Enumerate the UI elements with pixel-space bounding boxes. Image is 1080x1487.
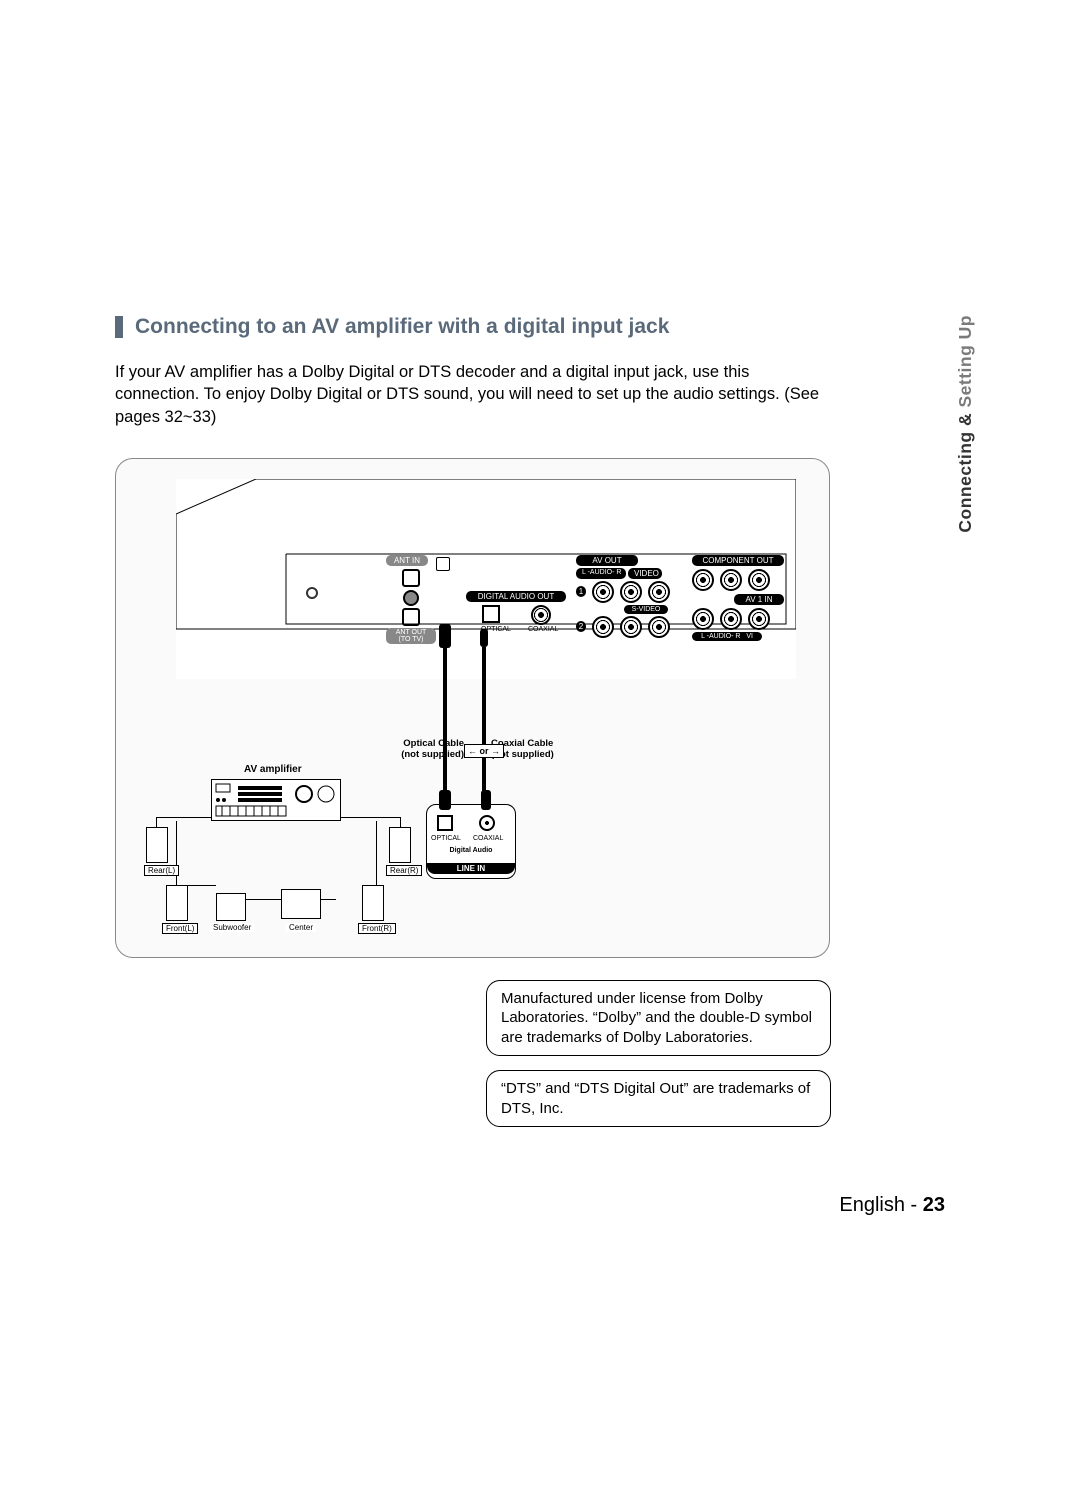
- antenna-block: ANT IN ANT OUT (TO TV): [386, 555, 436, 645]
- rca-jack-icon: [748, 608, 770, 630]
- speaker-rear-l-label: Rear(L): [144, 865, 179, 876]
- wire-icon: [400, 817, 401, 827]
- optical-cable-note: Optical Cable (not supplied): [396, 739, 464, 761]
- av1-in-label: AV 1 IN: [734, 594, 784, 605]
- digital-audio-label: Digital Audio: [427, 847, 515, 854]
- linein-coaxial-jack-icon: [479, 815, 495, 831]
- amp-face-icon: [212, 780, 342, 822]
- rca-jack-icon: [748, 569, 770, 591]
- av-out-block: AV OUT L -AUDIO- R VIDEO 1 S-VIDEO 2: [576, 555, 670, 638]
- rca-jack-icon: [720, 608, 742, 630]
- speaker-rear-l-icon: [146, 827, 168, 863]
- optical-plug-top-icon: [439, 624, 451, 648]
- digital-audio-out-block: DIGITAL AUDIO OUT: [466, 591, 566, 625]
- speaker-front-r-icon: [362, 885, 384, 921]
- rca-jack-icon: [692, 608, 714, 630]
- page-footer: English - 23: [839, 1194, 945, 1217]
- component-av1-block: COMPONENT OUT AV 1 IN L -AUDIO- R VI: [692, 555, 784, 641]
- av-out-label: AV OUT: [576, 555, 638, 566]
- coaxial-plug-bottom-icon: [481, 790, 491, 810]
- linein-coaxial-label: COAXIAL: [473, 835, 501, 842]
- rca-jack-icon: [620, 581, 642, 603]
- dolby-note: Manufactured under license from Dolby La…: [486, 980, 831, 1057]
- optical-jack-icon: [482, 605, 500, 623]
- footer-page-number: 23: [923, 1194, 945, 1216]
- or-badge: ← or →: [464, 744, 504, 758]
- av-amplifier-icon: [211, 779, 341, 821]
- recorder-rear-panel: ANT IN ANT OUT (TO TV) DIGITAL AUDIO OUT: [176, 479, 796, 679]
- wire-icon: [156, 817, 157, 827]
- component-out-label: COMPONENT OUT: [692, 555, 784, 566]
- section-heading: Connecting to an AV amplifier with a dig…: [115, 315, 965, 339]
- heading-bar-icon: [115, 316, 123, 338]
- linein-optical-jack-icon: [437, 815, 453, 831]
- coaxial-port-label: COAXIAL: [528, 626, 558, 633]
- ant-out-jack-icon: [402, 608, 420, 626]
- rca-jack-icon: [720, 569, 742, 591]
- wire-icon: [156, 817, 211, 818]
- speaker-center-icon: [281, 889, 321, 919]
- page-content: Connecting to an AV amplifier with a dig…: [115, 315, 965, 1127]
- footer-language: English -: [839, 1194, 922, 1216]
- ant-out-label: ANT OUT (TO TV): [386, 628, 436, 645]
- speaker-front-r-label: Front(R): [358, 923, 396, 934]
- speaker-front-l-icon: [166, 885, 188, 921]
- amp-line-in-panel: OPTICAL COAXIAL Digital Audio LINE IN: [426, 804, 516, 879]
- subwoofer-icon: [216, 893, 246, 921]
- linein-optical-label: OPTICAL: [431, 835, 459, 842]
- dts-note: “DTS” and “DTS Digital Out” are trademar…: [486, 1070, 831, 1127]
- speaker-center-label: Center: [286, 923, 316, 932]
- wire-icon: [341, 817, 401, 818]
- optical-cable-icon: [443, 647, 447, 802]
- ant-aux-jack-icon: [403, 590, 419, 606]
- fan-vent-icon: [436, 557, 450, 571]
- connection-diagram: ANT IN ANT OUT (TO TV) DIGITAL AUDIO OUT: [115, 458, 830, 958]
- video-label: VIDEO: [628, 568, 662, 579]
- coaxial-cable-icon: [482, 647, 486, 802]
- ant-in-jack-icon: [402, 569, 420, 587]
- coaxial-jack-icon: [531, 605, 551, 625]
- speaker-rear-r-icon: [389, 827, 411, 863]
- optical-plug-bottom-icon: [439, 790, 451, 810]
- amp-title: AV amplifier: [244, 764, 302, 775]
- wire-icon: [376, 821, 377, 885]
- svideo-label: S-VIDEO: [624, 605, 668, 614]
- heading-text: Connecting to an AV amplifier with a dig…: [135, 315, 669, 339]
- subwoofer-label: Subwoofer: [210, 923, 254, 932]
- digital-audio-out-label: DIGITAL AUDIO OUT: [466, 591, 566, 602]
- coaxial-plug-top-icon: [480, 629, 488, 647]
- rca-jack-icon: [592, 581, 614, 603]
- rca-jack-icon: [648, 581, 670, 603]
- line-in-label: LINE IN: [427, 863, 515, 874]
- body-paragraph: If your AV amplifier has a Dolby Digital…: [115, 361, 830, 428]
- speaker-rear-r-label: Rear(R): [386, 865, 422, 876]
- svideo-jack-icon: [648, 616, 670, 638]
- rca-jack-icon: [620, 616, 642, 638]
- ant-in-label: ANT IN: [386, 555, 428, 566]
- rca-jack-icon: [692, 569, 714, 591]
- rca-jack-icon: [592, 616, 614, 638]
- screw-icon: [306, 587, 318, 599]
- speaker-front-l-label: Front(L): [162, 923, 198, 934]
